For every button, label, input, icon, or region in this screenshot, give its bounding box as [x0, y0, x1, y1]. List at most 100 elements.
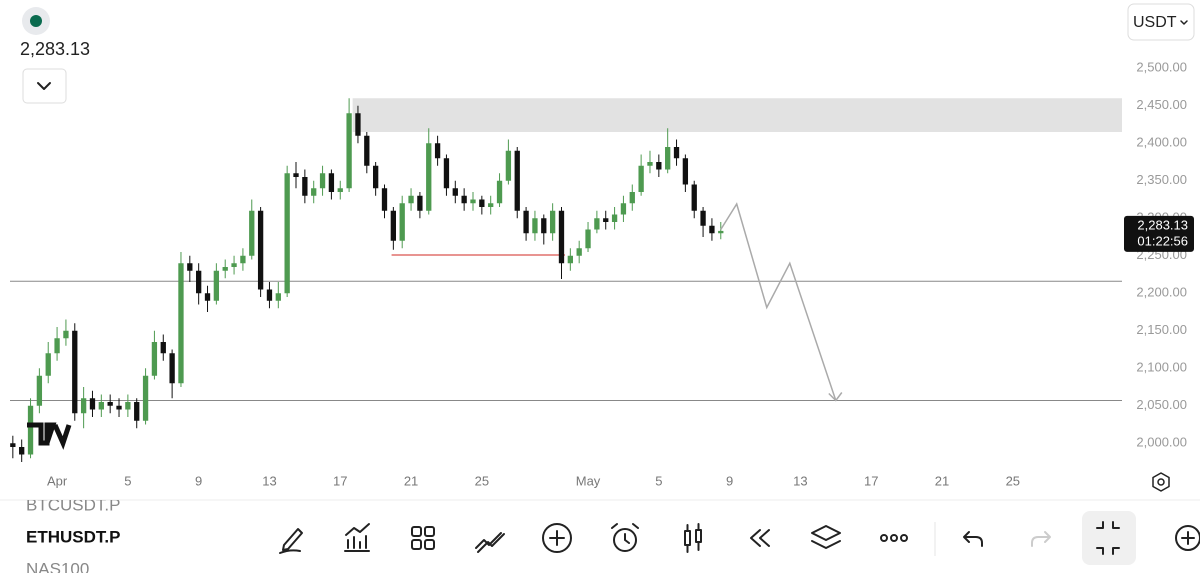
candle-body: [346, 113, 352, 189]
x-tick-label: 13: [262, 473, 276, 488]
candle-body: [718, 230, 724, 234]
logo: [27, 422, 72, 450]
candle-body: [381, 188, 388, 211]
redo-button[interactable]: [1031, 531, 1051, 547]
settings-icon[interactable]: [1152, 472, 1170, 492]
candle-body: [27, 405, 34, 455]
candle-body: [479, 199, 485, 207]
x-tick-label: 17: [333, 473, 347, 488]
fullscreen-button[interactable]: [1082, 511, 1136, 565]
candle-body: [328, 173, 335, 192]
status-dot: [30, 15, 42, 27]
candle-body: [665, 147, 671, 170]
price-display: 2,283.13: [20, 39, 90, 59]
candle-body: [603, 218, 609, 222]
candle-body: [488, 203, 494, 207]
candle-body: [691, 184, 697, 211]
candle-body: [567, 255, 573, 264]
draw-tool[interactable]: [279, 528, 303, 554]
candle-body: [558, 210, 565, 264]
candle-body: [302, 177, 308, 196]
candle-body: [134, 402, 140, 421]
candle-body: [514, 150, 520, 211]
y-tick-label: 2,150.00: [1136, 322, 1187, 337]
candle-body: [19, 447, 25, 455]
candle-body: [541, 218, 547, 234]
currency-select[interactable]: [1127, 3, 1195, 41]
plot-area: [10, 98, 1122, 462]
undo-button[interactable]: [963, 531, 983, 547]
candle-body: [72, 330, 78, 414]
candle-body: [169, 353, 175, 384]
candle-body: [355, 113, 361, 136]
candle-body: [125, 402, 131, 410]
candle-body: [426, 143, 432, 211]
candle-body: [98, 402, 104, 410]
candle-body: [434, 143, 441, 159]
candle-body: [257, 210, 264, 290]
candle-body: [266, 289, 273, 301]
candle-body: [284, 173, 290, 294]
symbol-interval: 1D: [143, 559, 165, 573]
collapse-icon: [1096, 521, 1120, 555]
candle-body: [311, 188, 317, 196]
x-tick-label: 17: [864, 473, 878, 488]
candle-body: [408, 195, 414, 204]
candle-body: [461, 195, 467, 204]
replay-tool[interactable]: [750, 529, 770, 547]
y-tick-label: 2,000.00: [1136, 435, 1187, 450]
candle-body: [187, 263, 193, 271]
candle-body: [107, 402, 113, 406]
x-tick-label: 13: [793, 473, 807, 488]
countdown-label: 01:22:56: [1137, 233, 1188, 248]
projection-path: [720, 202, 837, 401]
x-tick-label: 5: [124, 473, 131, 488]
candle-body: [417, 195, 423, 211]
alert-tool[interactable]: [611, 523, 639, 552]
resistance-zone: [352, 98, 1122, 132]
y-tick-label: 2,450.00: [1136, 97, 1187, 112]
candle-body: [80, 398, 87, 414]
candle-body: [151, 342, 158, 376]
candle-body: [700, 210, 706, 226]
candle-body: [549, 210, 556, 234]
patterns-tool[interactable]: [475, 532, 505, 553]
y-tick-label: 2,100.00: [1136, 360, 1187, 375]
candle-body: [673, 147, 680, 159]
y-tick-label: 2,400.00: [1136, 135, 1187, 150]
candle-body: [647, 162, 653, 166]
zoom-tool[interactable]: [1175, 525, 1200, 551]
candle-body: [523, 210, 529, 234]
candle-body: [364, 135, 370, 166]
x-tick-label: 21: [404, 473, 418, 488]
candle-body: [178, 263, 184, 384]
x-tick-label: 9: [726, 473, 733, 488]
chevron-icon: [37, 82, 51, 90]
add-tool[interactable]: [542, 523, 572, 553]
x-tick-label: 9: [195, 473, 202, 488]
symbol-name: ETHUSDT.P: [26, 527, 120, 546]
layers-tool[interactable]: [811, 525, 841, 549]
candle-body: [496, 180, 503, 204]
x-tick-label: 5: [655, 473, 662, 488]
more-tool[interactable]: [880, 534, 908, 542]
candle-body: [505, 150, 512, 181]
candle-body: [160, 342, 166, 354]
caret-icon: [1180, 20, 1188, 25]
chart-type-tool[interactable]: [684, 523, 702, 553]
layout-tool[interactable]: [411, 526, 435, 550]
candle-body: [611, 214, 618, 222]
symbol-interval: 4h: [143, 527, 163, 546]
candle-body: [443, 158, 450, 189]
y-tick-label: 2,200.00: [1136, 285, 1187, 300]
candle-body: [682, 158, 689, 185]
x-tick-label: 25: [1006, 473, 1020, 488]
candle-body: [319, 173, 326, 189]
candle-body: [196, 270, 202, 294]
candle-body: [620, 203, 627, 215]
collapse-button[interactable]: [22, 68, 67, 104]
indicators-tool[interactable]: [344, 523, 370, 552]
candle-body: [293, 173, 299, 177]
